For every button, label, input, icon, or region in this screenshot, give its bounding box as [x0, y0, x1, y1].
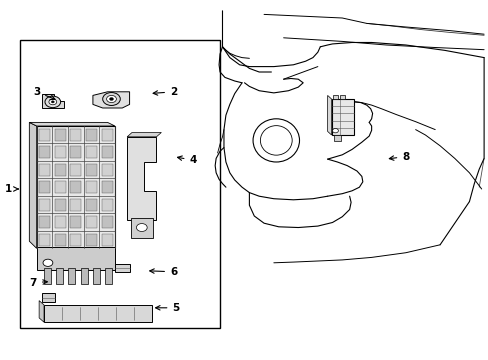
- Polygon shape: [44, 268, 51, 284]
- Polygon shape: [131, 218, 152, 238]
- Polygon shape: [37, 247, 115, 270]
- Bar: [55, 181, 65, 193]
- Polygon shape: [81, 268, 87, 284]
- Circle shape: [43, 259, 53, 266]
- Bar: [70, 129, 81, 141]
- Circle shape: [45, 96, 61, 108]
- Bar: [332, 95, 337, 99]
- Circle shape: [136, 224, 147, 231]
- Bar: [70, 146, 81, 158]
- Bar: [39, 129, 50, 141]
- Bar: [39, 234, 50, 246]
- Bar: [70, 163, 81, 176]
- Circle shape: [102, 93, 120, 105]
- Circle shape: [106, 95, 116, 103]
- Bar: [102, 163, 112, 176]
- Polygon shape: [56, 268, 63, 284]
- Bar: [333, 135, 341, 141]
- Polygon shape: [39, 301, 44, 322]
- Bar: [39, 181, 50, 193]
- Bar: [41, 293, 55, 302]
- Polygon shape: [105, 268, 112, 284]
- Text: 8: 8: [388, 152, 408, 162]
- Bar: [55, 163, 65, 176]
- Polygon shape: [93, 92, 129, 108]
- Text: 7: 7: [29, 278, 47, 288]
- Bar: [86, 163, 97, 176]
- Bar: [39, 199, 50, 211]
- Bar: [55, 146, 65, 158]
- Polygon shape: [127, 137, 156, 220]
- Circle shape: [49, 99, 57, 105]
- Polygon shape: [68, 268, 75, 284]
- Bar: [39, 163, 50, 176]
- Bar: [331, 99, 353, 135]
- Bar: [340, 95, 345, 99]
- Text: 1: 1: [5, 184, 18, 194]
- Polygon shape: [93, 268, 100, 284]
- Bar: [102, 181, 112, 193]
- Circle shape: [332, 129, 338, 133]
- Bar: [70, 216, 81, 228]
- Bar: [39, 146, 50, 158]
- Polygon shape: [41, 94, 63, 108]
- Bar: [102, 216, 112, 228]
- Bar: [55, 199, 65, 211]
- Bar: [86, 129, 97, 141]
- Circle shape: [51, 101, 54, 103]
- Bar: [55, 129, 65, 141]
- Bar: [55, 234, 65, 246]
- Polygon shape: [327, 95, 331, 135]
- Bar: [86, 146, 97, 158]
- Bar: [44, 305, 151, 322]
- Circle shape: [109, 98, 113, 100]
- Bar: [115, 264, 129, 272]
- Bar: [70, 234, 81, 246]
- Ellipse shape: [253, 119, 299, 162]
- Ellipse shape: [260, 126, 291, 155]
- Bar: [86, 199, 97, 211]
- Text: 6: 6: [149, 267, 177, 277]
- Bar: [55, 216, 65, 228]
- Text: 3: 3: [33, 87, 55, 100]
- Bar: [102, 129, 112, 141]
- Text: 4: 4: [177, 155, 197, 165]
- Text: 5: 5: [155, 303, 179, 313]
- Polygon shape: [29, 122, 115, 126]
- Bar: [86, 216, 97, 228]
- Bar: [86, 181, 97, 193]
- Bar: [102, 199, 112, 211]
- Bar: [70, 181, 81, 193]
- Polygon shape: [29, 122, 37, 248]
- Bar: [86, 234, 97, 246]
- Bar: [70, 199, 81, 211]
- Text: 2: 2: [153, 87, 177, 97]
- Polygon shape: [37, 126, 115, 248]
- Bar: [20, 40, 220, 328]
- Bar: [39, 216, 50, 228]
- Bar: [102, 146, 112, 158]
- Polygon shape: [127, 132, 161, 137]
- Bar: [102, 234, 112, 246]
